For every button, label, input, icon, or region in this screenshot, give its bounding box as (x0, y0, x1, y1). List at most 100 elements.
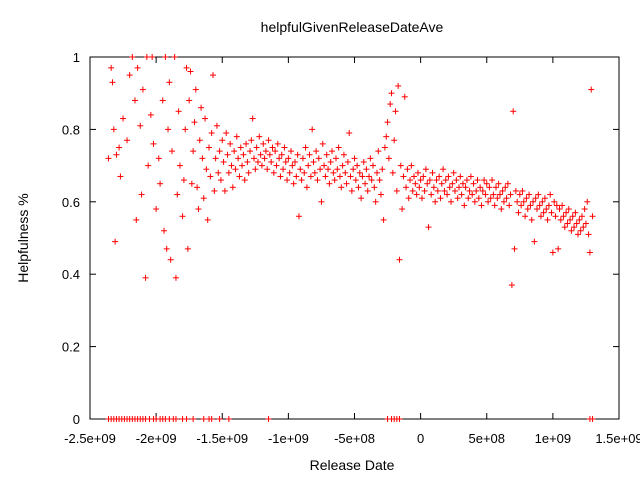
data-point (516, 191, 523, 198)
data-point (522, 213, 529, 220)
data-point (339, 162, 346, 169)
data-point (281, 144, 288, 151)
data-point (399, 206, 406, 213)
data-point (425, 224, 432, 231)
data-point (289, 162, 296, 169)
data-point (171, 54, 178, 60)
data-point (360, 158, 367, 165)
data-point (180, 177, 187, 184)
data-point (385, 155, 392, 162)
data-point (266, 151, 273, 158)
data-point (465, 195, 472, 202)
axis-ticks: -2.5e+09 -2e+09 -1.5e+09 -1e+09 -5e+08 0 5e+08… (62, 50, 640, 446)
data-point (295, 213, 302, 220)
data-point (359, 173, 366, 180)
data-point (380, 216, 387, 223)
data-point (183, 416, 190, 422)
data-point (514, 198, 521, 205)
data-point (384, 119, 391, 126)
data-point (161, 227, 168, 234)
data-point (422, 166, 429, 173)
data-point (489, 177, 496, 184)
data-point (298, 177, 305, 184)
data-point (507, 191, 514, 198)
data-point (523, 195, 530, 202)
data-point (145, 162, 152, 169)
data-point (286, 169, 293, 176)
data-point (581, 206, 588, 213)
data-point (363, 166, 370, 173)
data-point (572, 209, 579, 216)
data-point (261, 155, 268, 162)
x-axis-label: Release Date (310, 457, 395, 473)
data-point (552, 213, 559, 220)
data-point (462, 184, 469, 191)
data-point (537, 213, 544, 220)
data-point (442, 177, 449, 184)
data-point (269, 144, 276, 151)
data-point (332, 155, 339, 162)
data-point (290, 180, 297, 187)
data-point (229, 184, 236, 191)
data-point (153, 206, 160, 213)
data-point (483, 180, 490, 187)
data-point (491, 202, 498, 209)
data-point (162, 54, 169, 60)
data-point (280, 166, 287, 173)
data-point (278, 151, 285, 158)
data-point (389, 169, 396, 176)
data-point (450, 169, 457, 176)
data-point (395, 82, 402, 89)
data-point (448, 198, 455, 205)
data-point (584, 198, 591, 205)
data-point (473, 187, 480, 194)
data-point (236, 173, 243, 180)
data-point (194, 184, 201, 191)
data-point (204, 216, 211, 223)
data-point (202, 115, 209, 122)
y-tick-label: 0 (73, 412, 80, 427)
data-point (527, 202, 534, 209)
x-tick-label: 5e+08 (468, 431, 505, 446)
data-point (428, 191, 435, 198)
data-point (241, 177, 248, 184)
data-point (254, 158, 261, 165)
data-point (213, 122, 220, 129)
data-point (401, 93, 408, 100)
data-point (526, 191, 533, 198)
data-point (187, 68, 194, 75)
data-point (528, 216, 535, 223)
data-point (331, 177, 338, 184)
data-point (557, 216, 564, 223)
data-point (249, 115, 256, 122)
data-point (175, 108, 182, 115)
data-point (338, 184, 345, 191)
data-point (110, 126, 117, 133)
data-point (413, 191, 420, 198)
data-point (183, 64, 190, 71)
data-point (207, 173, 214, 180)
data-point (208, 130, 215, 137)
data-point (220, 158, 227, 165)
data-point (203, 166, 210, 173)
data-point (291, 158, 298, 165)
data-point (272, 148, 279, 155)
data-point (351, 155, 358, 162)
data-point (248, 137, 255, 144)
data-point (461, 202, 468, 209)
data-point (216, 416, 223, 422)
data-point (245, 169, 252, 176)
data-point (182, 126, 189, 133)
data-point (553, 202, 560, 209)
data-point (174, 191, 181, 198)
data-point (367, 155, 374, 162)
x-tick-label: -2.5e+09 (64, 431, 116, 446)
data-point (355, 184, 362, 191)
data-point (139, 86, 146, 93)
data-point (469, 191, 476, 198)
data-point (372, 198, 379, 205)
data-point (325, 166, 332, 173)
data-point (565, 206, 572, 213)
data-point (225, 416, 232, 422)
